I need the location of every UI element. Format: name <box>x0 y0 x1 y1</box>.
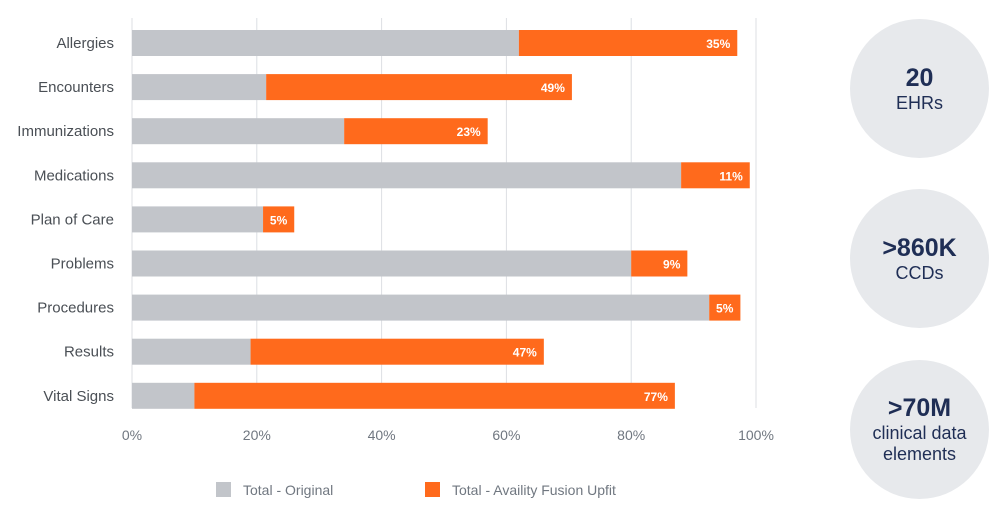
data-label: 77% <box>644 390 668 404</box>
stat-label: clinical data <box>872 423 967 443</box>
bar-segment <box>266 74 572 101</box>
stat-label: CCDs <box>895 262 944 283</box>
bar-segment <box>132 162 682 189</box>
legend-label: Total - Availity Fusion Upfit <box>452 482 616 498</box>
category-label: Results <box>64 344 114 361</box>
stat-label: elements <box>882 444 957 464</box>
stat-circle: 20 EHRs <box>850 19 989 158</box>
bar-segment <box>132 250 632 277</box>
x-axis-ticks: 0% 20% 40% 60% 80% 100% <box>122 427 774 443</box>
bar-segment <box>132 118 345 145</box>
bar-segment <box>132 382 195 409</box>
data-label: 23% <box>457 125 481 139</box>
bar-segment <box>344 118 488 145</box>
category-label: Medications <box>34 167 114 184</box>
legend-label: Total - Original <box>243 482 333 498</box>
category-label: Vital Signs <box>43 388 114 405</box>
data-label: 5% <box>716 302 734 316</box>
bar-segment <box>518 30 738 56</box>
data-label: 35% <box>706 37 730 51</box>
bar-segment <box>709 294 741 321</box>
stat-value: >860K <box>882 233 957 262</box>
stat-circle: >70M clinical data elements <box>850 360 989 499</box>
category-label: Procedures <box>37 300 114 317</box>
bar-segment <box>263 206 295 233</box>
category-label: Immunizations <box>17 123 114 140</box>
bars: 35% 49% 23% 11% 5% 9% 5% 47% 77% <box>132 30 750 409</box>
tick-label: 40% <box>368 427 396 443</box>
legend: Total - Original Total - Availity Fusion … <box>216 482 616 498</box>
category-label: Allergies <box>56 35 114 52</box>
tick-label: 80% <box>617 427 645 443</box>
data-label: 5% <box>270 213 288 227</box>
category-label: Plan of Care <box>31 211 114 228</box>
category-label: Problems <box>51 256 114 273</box>
data-label: 49% <box>541 81 565 95</box>
tick-label: 20% <box>243 427 271 443</box>
stacked-bar-chart: 35% 49% 23% 11% 5% 9% 5% 47% 77% Allergies Encoun… <box>17 18 774 498</box>
bar-segment <box>132 338 251 365</box>
bar-segment <box>132 74 267 101</box>
bar-segment <box>250 338 544 365</box>
tick-label: 100% <box>738 427 774 443</box>
data-label: 11% <box>719 169 743 183</box>
bar-segment <box>132 30 519 56</box>
legend-swatch <box>216 482 231 497</box>
bar-segment <box>132 206 264 233</box>
bar-segment <box>132 294 710 321</box>
stat-label: EHRs <box>895 92 943 113</box>
bar-segment <box>631 250 688 277</box>
legend-swatch <box>425 482 440 497</box>
category-labels: Allergies Encounters Immunizations Medicati… <box>17 35 114 405</box>
stat-value: 20 <box>905 63 934 92</box>
bar-segment <box>194 382 675 409</box>
tick-label: 60% <box>492 427 520 443</box>
stat-value: >70M <box>887 394 952 422</box>
data-label: 9% <box>663 258 681 272</box>
data-label: 47% <box>513 346 537 360</box>
bar-segment <box>681 162 750 189</box>
tick-label: 0% <box>122 427 142 443</box>
stat-circle: >860K CCDs <box>850 189 989 328</box>
category-label: Encounters <box>38 79 114 96</box>
